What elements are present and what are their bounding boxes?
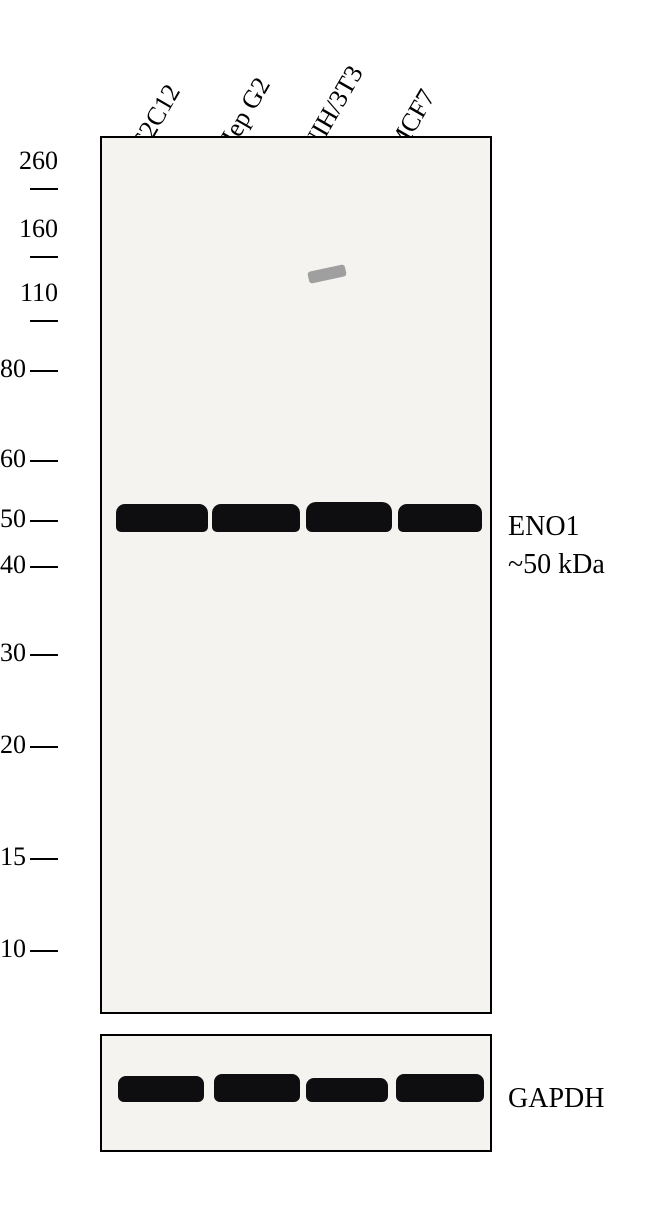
mw-marker: 10 <box>0 936 58 962</box>
mw-marker: 30 <box>0 640 58 666</box>
western-blot-figure: C2C12 Hep G2 NIH/3T3 MCF7 260 160 110 80… <box>0 0 650 1212</box>
gapdh-band-lane4 <box>396 1074 484 1102</box>
mw-marker: 50 <box>0 506 58 532</box>
gapdh-band-lane1 <box>118 1076 204 1102</box>
gapdh-band-lane3 <box>306 1078 388 1102</box>
gapdh-blot <box>100 1034 492 1152</box>
nonspecific-smudge <box>307 264 347 284</box>
eno1-blot <box>100 136 492 1014</box>
gapdh-band-lane2 <box>214 1074 300 1102</box>
eno1-band-lane1 <box>116 504 208 532</box>
eno1-band-lane2 <box>212 504 300 532</box>
eno1-band-lane3 <box>306 502 392 532</box>
mw-marker: 110 <box>0 280 58 332</box>
mw-marker: 20 <box>0 732 58 758</box>
eno1-band-lane4 <box>398 504 482 532</box>
mw-marker: 80 <box>0 356 58 382</box>
mw-marker: 260 <box>0 148 58 200</box>
mw-marker: 160 <box>0 216 58 268</box>
mw-marker: 40 <box>0 552 58 578</box>
eno1-label-name: ENO1 <box>508 508 605 546</box>
mw-marker: 60 <box>0 446 58 472</box>
eno1-label: ENO1 ~50 kDa <box>508 508 605 584</box>
mw-marker: 15 <box>0 844 58 870</box>
eno1-label-mw: ~50 kDa <box>508 546 605 584</box>
gapdh-label: GAPDH <box>508 1080 604 1118</box>
